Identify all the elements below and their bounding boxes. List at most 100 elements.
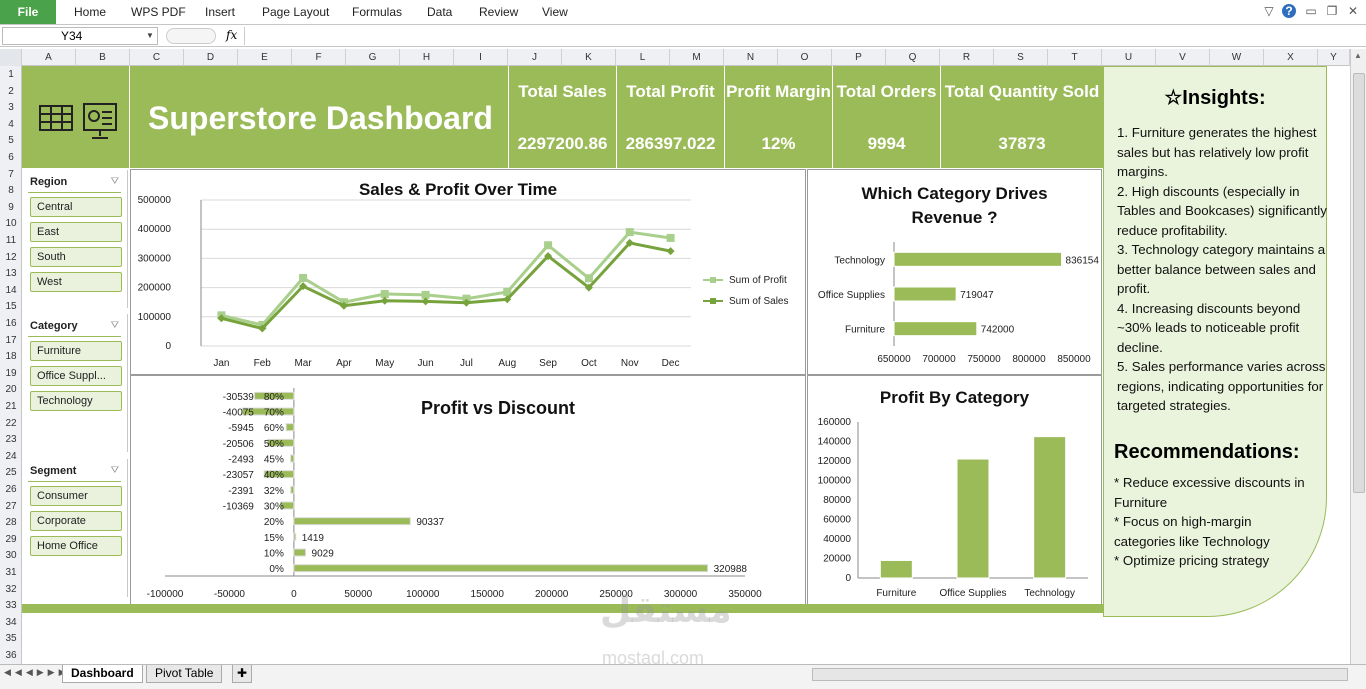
zoom-search-icon[interactable]	[166, 28, 216, 44]
column-header[interactable]: U	[1102, 49, 1156, 66]
row-header[interactable]: 34	[5, 616, 17, 628]
row-header[interactable]: 29	[5, 533, 17, 545]
menu-review[interactable]: Review	[479, 5, 519, 19]
horizontal-scrollbar[interactable]	[812, 668, 1348, 681]
slicer-item-furniture[interactable]: Furniture	[30, 341, 122, 361]
column-header[interactable]: Y	[1318, 49, 1350, 66]
row-header[interactable]: 4	[8, 118, 14, 130]
column-header[interactable]: T	[1048, 49, 1102, 66]
column-header[interactable]: X	[1264, 49, 1318, 66]
column-header[interactable]: E	[238, 49, 292, 66]
row-header[interactable]: 30	[5, 550, 17, 562]
column-header[interactable]: P	[832, 49, 886, 66]
column-header[interactable]: W	[1210, 49, 1264, 66]
profit-category-chart[interactable]: Profit By Category 0 20000 40000 60000 80000…	[807, 375, 1102, 606]
column-header[interactable]: H	[400, 49, 454, 66]
row-header[interactable]: 17	[5, 334, 17, 346]
column-header[interactable]: N	[724, 49, 778, 66]
row-header[interactable]: 13	[5, 268, 17, 280]
row-header[interactable]: 21	[5, 401, 17, 412]
row-header[interactable]: 18	[5, 351, 17, 363]
column-header[interactable]: I	[454, 49, 508, 66]
column-header[interactable]: K	[562, 49, 616, 66]
clear-filter-icon[interactable]: ⛛	[110, 465, 119, 476]
name-box[interactable]: Y34	[2, 27, 158, 45]
slicer-item-technology[interactable]: Technology	[30, 391, 122, 411]
row-header[interactable]: 27	[5, 500, 17, 512]
column-header[interactable]: S	[994, 49, 1048, 66]
clear-filter-icon[interactable]: ⛛	[110, 176, 119, 187]
column-header[interactable]: B	[76, 49, 130, 66]
scrollbar-thumb[interactable]	[1353, 73, 1365, 493]
category-revenue-chart[interactable]: Which Category Drives Revenue ? Technolo…	[807, 169, 1102, 375]
row-header[interactable]: 33	[5, 600, 17, 612]
column-header[interactable]: L	[616, 49, 670, 66]
sheet-tab-pivot-table[interactable]: Pivot Table	[146, 665, 223, 683]
row-header[interactable]: 14	[5, 284, 17, 296]
column-header[interactable]: Q	[886, 49, 940, 66]
sales-profit-chart[interactable]: Sales & Profit Over Time 0 100000 200000 30…	[130, 169, 806, 375]
column-header[interactable]: R	[940, 49, 994, 66]
row-header[interactable]: 32	[5, 583, 17, 595]
column-header[interactable]: D	[184, 49, 238, 66]
menu-wps-pdf[interactable]: WPS PDF	[131, 5, 186, 19]
close-icon[interactable]: ✕	[1347, 4, 1359, 18]
row-header[interactable]: 28	[5, 517, 17, 529]
column-header[interactable]: O	[778, 49, 832, 66]
row-header[interactable]: 24	[5, 450, 17, 462]
row-header[interactable]: 9	[8, 201, 14, 213]
row-header[interactable]: 7	[8, 168, 14, 180]
row-header[interactable]: 12	[5, 251, 17, 263]
row-header[interactable]: 26	[5, 484, 17, 495]
slicer-item-office-supplies[interactable]: Office Suppl...	[30, 366, 122, 386]
minimize-icon[interactable]: ▭	[1305, 4, 1317, 18]
sheet-nav-icons[interactable]: ◀◀◀▶▶▶	[4, 667, 70, 677]
restore-icon[interactable]: ❐	[1326, 4, 1338, 18]
slicer-item-central[interactable]: Central	[30, 197, 122, 217]
row-header[interactable]: 20	[5, 384, 17, 396]
slicer-item-south[interactable]: South	[30, 247, 122, 267]
row-header[interactable]: 16	[5, 318, 17, 329]
column-header[interactable]: M	[670, 49, 724, 66]
menu-data[interactable]: Data	[427, 5, 453, 19]
slicer-item-home-office[interactable]: Home Office	[30, 536, 122, 556]
ribbon-collapse-icon[interactable]: ▽	[1264, 4, 1274, 18]
row-header[interactable]: 19	[5, 367, 17, 379]
formula-input[interactable]	[244, 27, 1350, 45]
row-header[interactable]: 25	[5, 467, 17, 479]
menu-view[interactable]: View	[542, 5, 568, 19]
column-header[interactable]: J	[508, 49, 562, 66]
row-header[interactable]: 31	[5, 567, 17, 578]
add-sheet-icon[interactable]: ✚	[232, 665, 253, 683]
clear-filter-icon[interactable]: ⛛	[110, 320, 119, 331]
row-header[interactable]: 6	[8, 152, 14, 163]
help-icon[interactable]: ?	[1282, 4, 1296, 18]
row-header[interactable]: 36	[5, 650, 17, 661]
column-header[interactable]: V	[1156, 49, 1210, 66]
row-header[interactable]: 22	[5, 417, 17, 429]
column-header[interactable]: A	[22, 49, 76, 66]
profit-discount-chart[interactable]: Profit vs Discount 80% -30539 70% -40075 60%…	[130, 375, 806, 606]
scroll-up-icon[interactable]: ▲	[1354, 51, 1362, 60]
vertical-scrollbar[interactable]: ▲	[1350, 49, 1366, 664]
slicer-item-corporate[interactable]: Corporate	[30, 511, 122, 531]
row-header[interactable]: 8	[8, 185, 14, 197]
row-header[interactable]: 5	[8, 135, 14, 147]
row-header[interactable]: 1	[8, 69, 14, 80]
row-header[interactable]: 15	[5, 301, 17, 313]
column-header[interactable]: F	[292, 49, 346, 66]
file-menu-button[interactable]: File	[0, 0, 56, 24]
row-header[interactable]: 23	[5, 434, 17, 446]
column-header[interactable]: C	[130, 49, 184, 66]
slicer-item-consumer[interactable]: Consumer	[30, 486, 122, 506]
column-header[interactable]: G	[346, 49, 400, 66]
row-header[interactable]: 10	[5, 218, 17, 230]
row-header[interactable]: 3	[8, 102, 14, 114]
row-header[interactable]: 11	[5, 235, 17, 246]
menu-insert[interactable]: Insert	[205, 5, 236, 19]
menu-page-layout[interactable]: Page Layout	[262, 5, 330, 19]
row-header[interactable]: 35	[5, 633, 17, 645]
slicer-item-west[interactable]: West	[30, 272, 122, 292]
slicer-item-east[interactable]: East	[30, 222, 122, 242]
select-all-corner[interactable]	[0, 49, 22, 66]
